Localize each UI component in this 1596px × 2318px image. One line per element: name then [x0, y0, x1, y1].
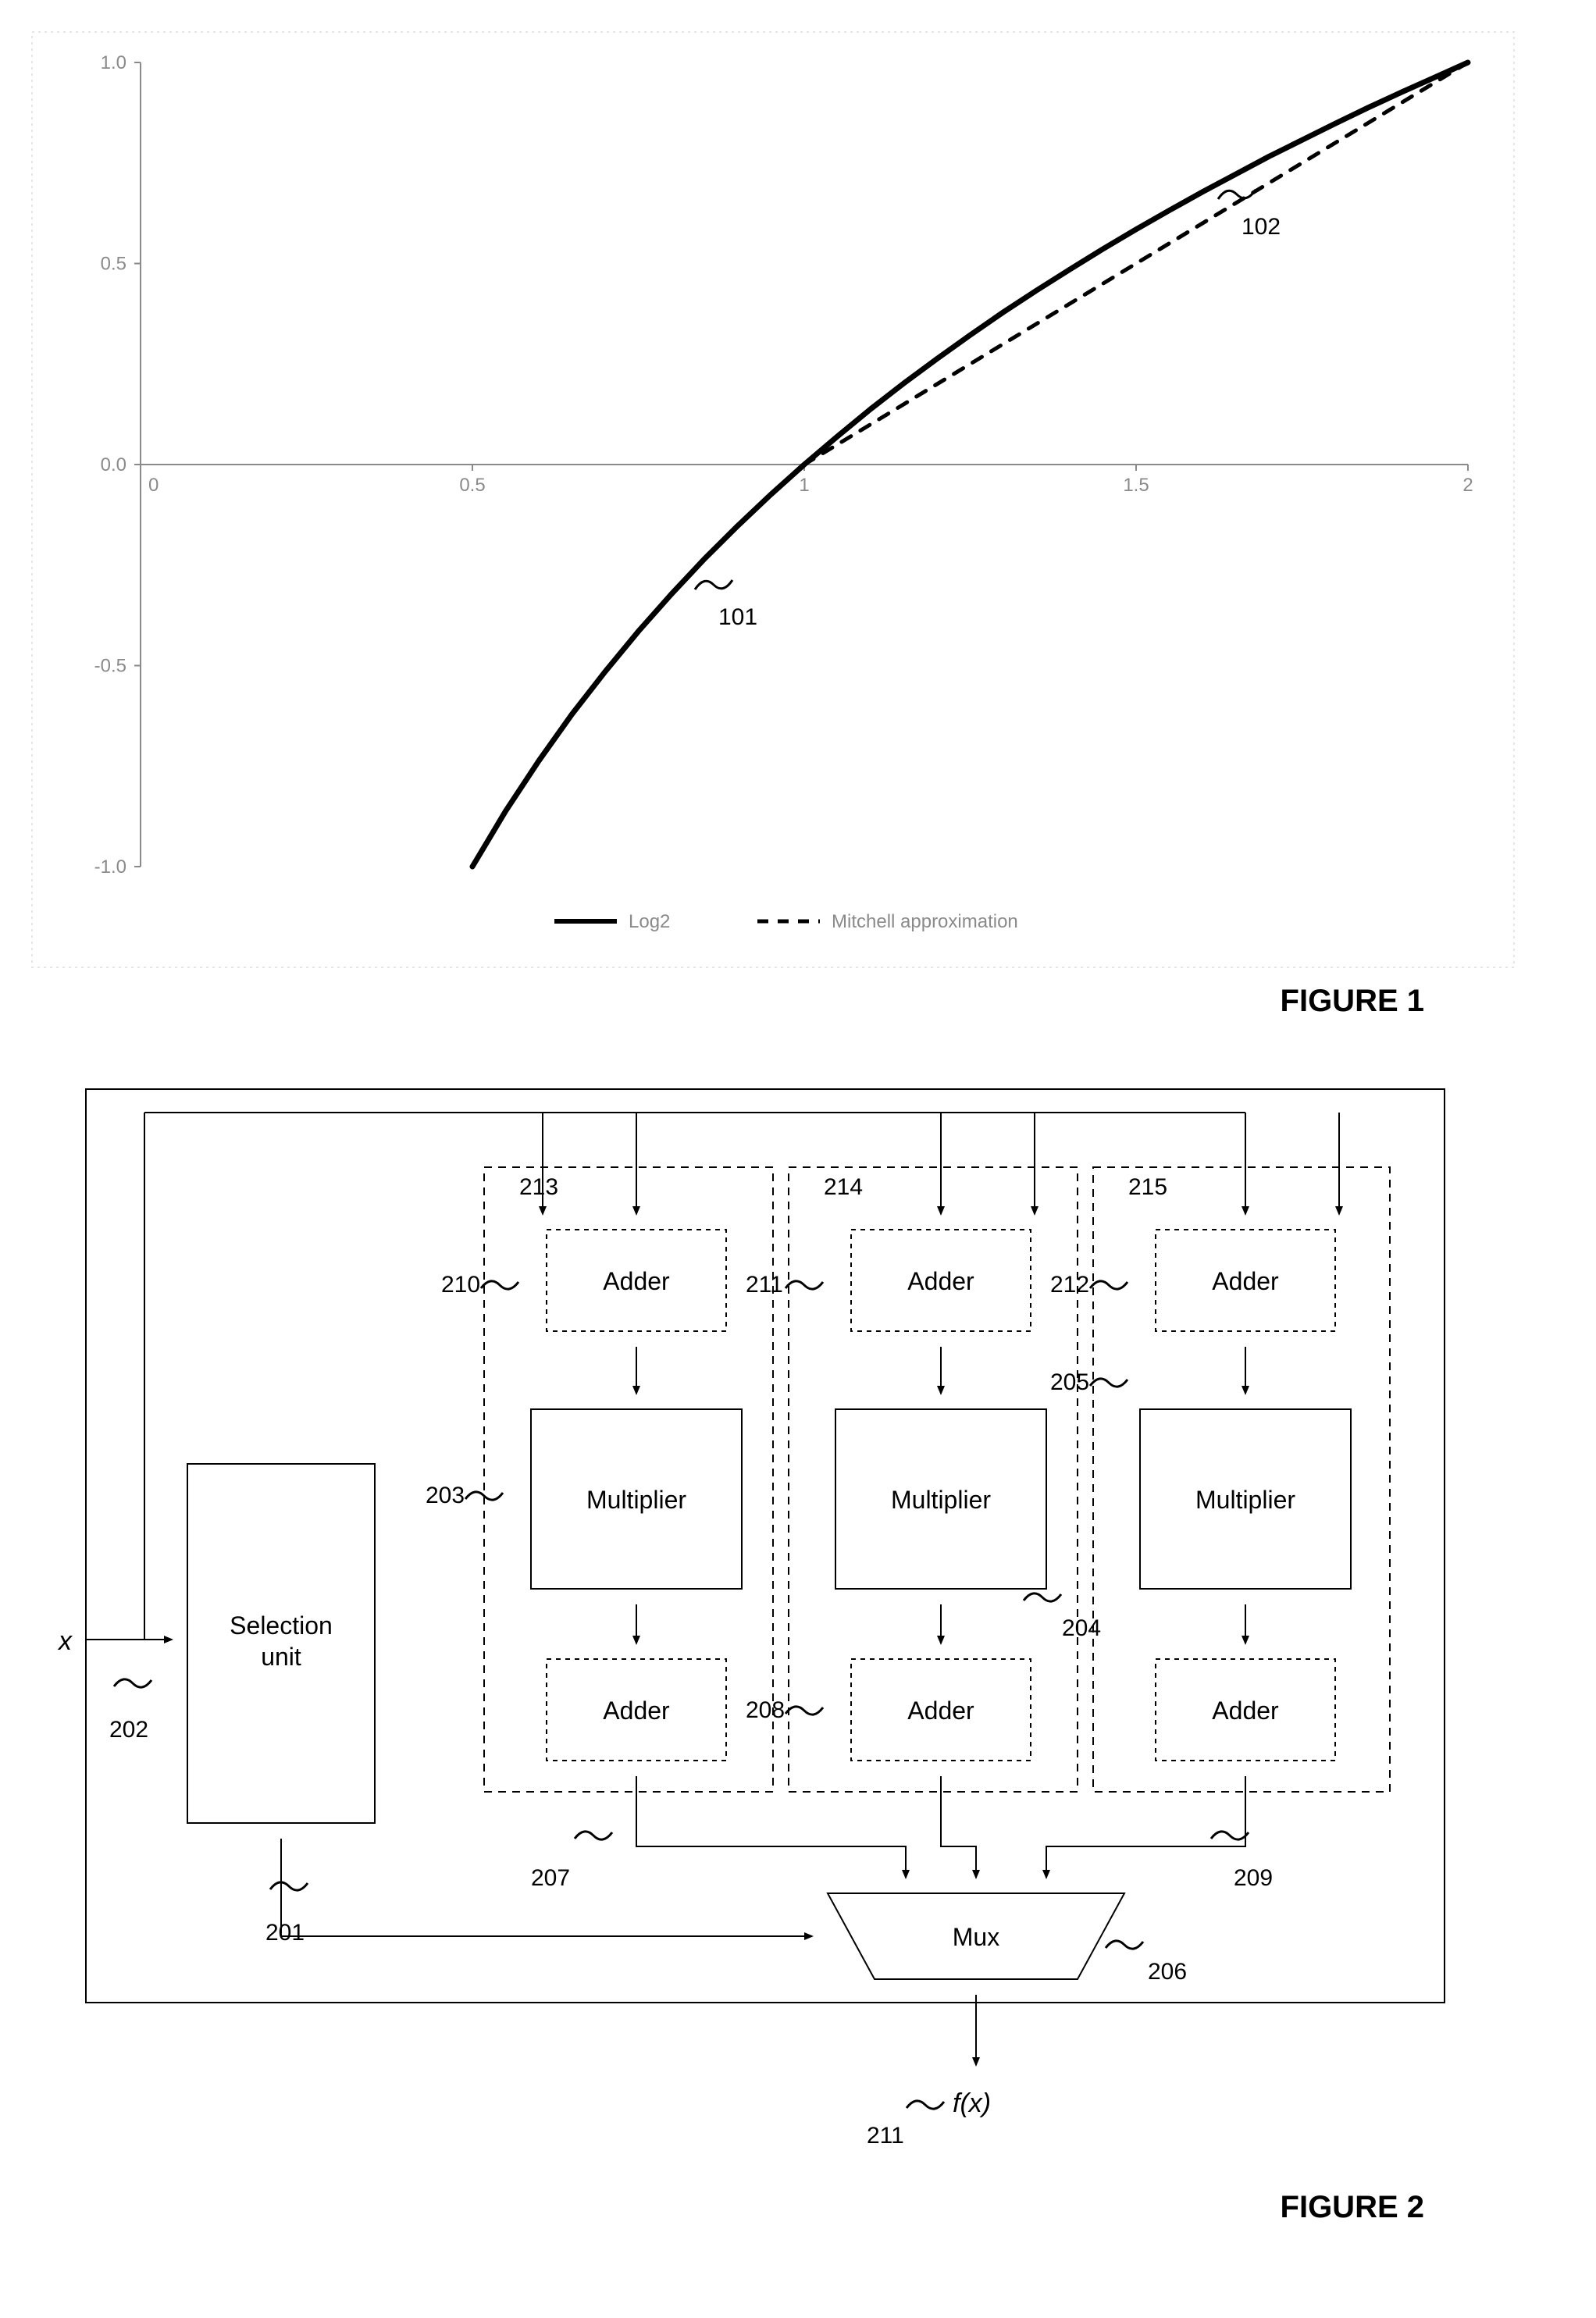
svg-text:f(x): f(x): [953, 2088, 991, 2118]
svg-text:Multiplier: Multiplier: [1195, 1486, 1295, 1514]
svg-text:Adder: Adder: [907, 1697, 974, 1725]
svg-text:211: 211: [746, 1272, 783, 1298]
svg-text:207: 207: [531, 1865, 570, 1891]
svg-text:0: 0: [148, 475, 159, 496]
svg-text:Adder: Adder: [603, 1697, 670, 1725]
svg-text:214: 214: [824, 1174, 863, 1200]
figure-1-title: FIGURE 1: [31, 984, 1565, 1019]
svg-text:102: 102: [1242, 214, 1281, 240]
svg-text:101: 101: [718, 604, 757, 630]
svg-text:Multiplier: Multiplier: [891, 1486, 991, 1514]
svg-text:Adder: Adder: [1212, 1267, 1279, 1295]
svg-text:-1.0: -1.0: [94, 856, 126, 878]
svg-text:210: 210: [441, 1272, 480, 1298]
figure-1-container: -1.0 -0.5 0.0 0.5 1.0 0 0.5 1 1.5 2 101 102 Log2 Mitc…: [31, 31, 1565, 1019]
svg-text:1.0: 1.0: [101, 52, 126, 73]
svg-text:215: 215: [1128, 1174, 1167, 1200]
svg-text:2: 2: [1462, 475, 1473, 496]
svg-text:Adder: Adder: [1212, 1697, 1279, 1725]
svg-text:Mux: Mux: [953, 1923, 999, 1951]
svg-text:209: 209: [1234, 1865, 1273, 1891]
svg-text:213: 213: [519, 1174, 558, 1200]
svg-text:Mitchell approximation: Mitchell approximation: [832, 911, 1018, 932]
svg-text:1: 1: [799, 475, 809, 496]
svg-text:x: x: [57, 1626, 73, 1656]
svg-text:211: 211: [867, 2123, 904, 2149]
svg-text:0.5: 0.5: [459, 475, 485, 496]
svg-text:208: 208: [746, 1697, 785, 1723]
svg-text:0.0: 0.0: [101, 454, 126, 475]
svg-text:-0.5: -0.5: [94, 656, 126, 677]
svg-text:206: 206: [1148, 1959, 1187, 1985]
figure-2-diagram: Selection unit Adder Adder Adder Multiplier Mu…: [31, 1058, 1515, 2174]
svg-text:202: 202: [109, 1717, 148, 1743]
svg-text:Selection: Selection: [230, 1611, 333, 1640]
svg-text:212: 212: [1050, 1272, 1089, 1298]
svg-text:203: 203: [426, 1483, 465, 1508]
svg-text:Adder: Adder: [603, 1267, 670, 1295]
svg-text:201: 201: [265, 1920, 305, 1946]
svg-text:Multiplier: Multiplier: [586, 1486, 686, 1514]
svg-text:Adder: Adder: [907, 1267, 974, 1295]
svg-text:205: 205: [1050, 1369, 1089, 1395]
svg-text:204: 204: [1062, 1615, 1101, 1641]
svg-text:Log2: Log2: [629, 911, 670, 932]
figure-2-container: Selection unit Adder Adder Adder Multiplier Mu…: [31, 1058, 1565, 2225]
figure-2-title: FIGURE 2: [31, 2190, 1565, 2225]
svg-text:1.5: 1.5: [1123, 475, 1149, 496]
svg-text:unit: unit: [261, 1643, 301, 1671]
svg-text:0.5: 0.5: [101, 254, 126, 275]
figure-1-chart: -1.0 -0.5 0.0 0.5 1.0 0 0.5 1 1.5 2 101 102 Log2 Mitc…: [31, 31, 1515, 968]
